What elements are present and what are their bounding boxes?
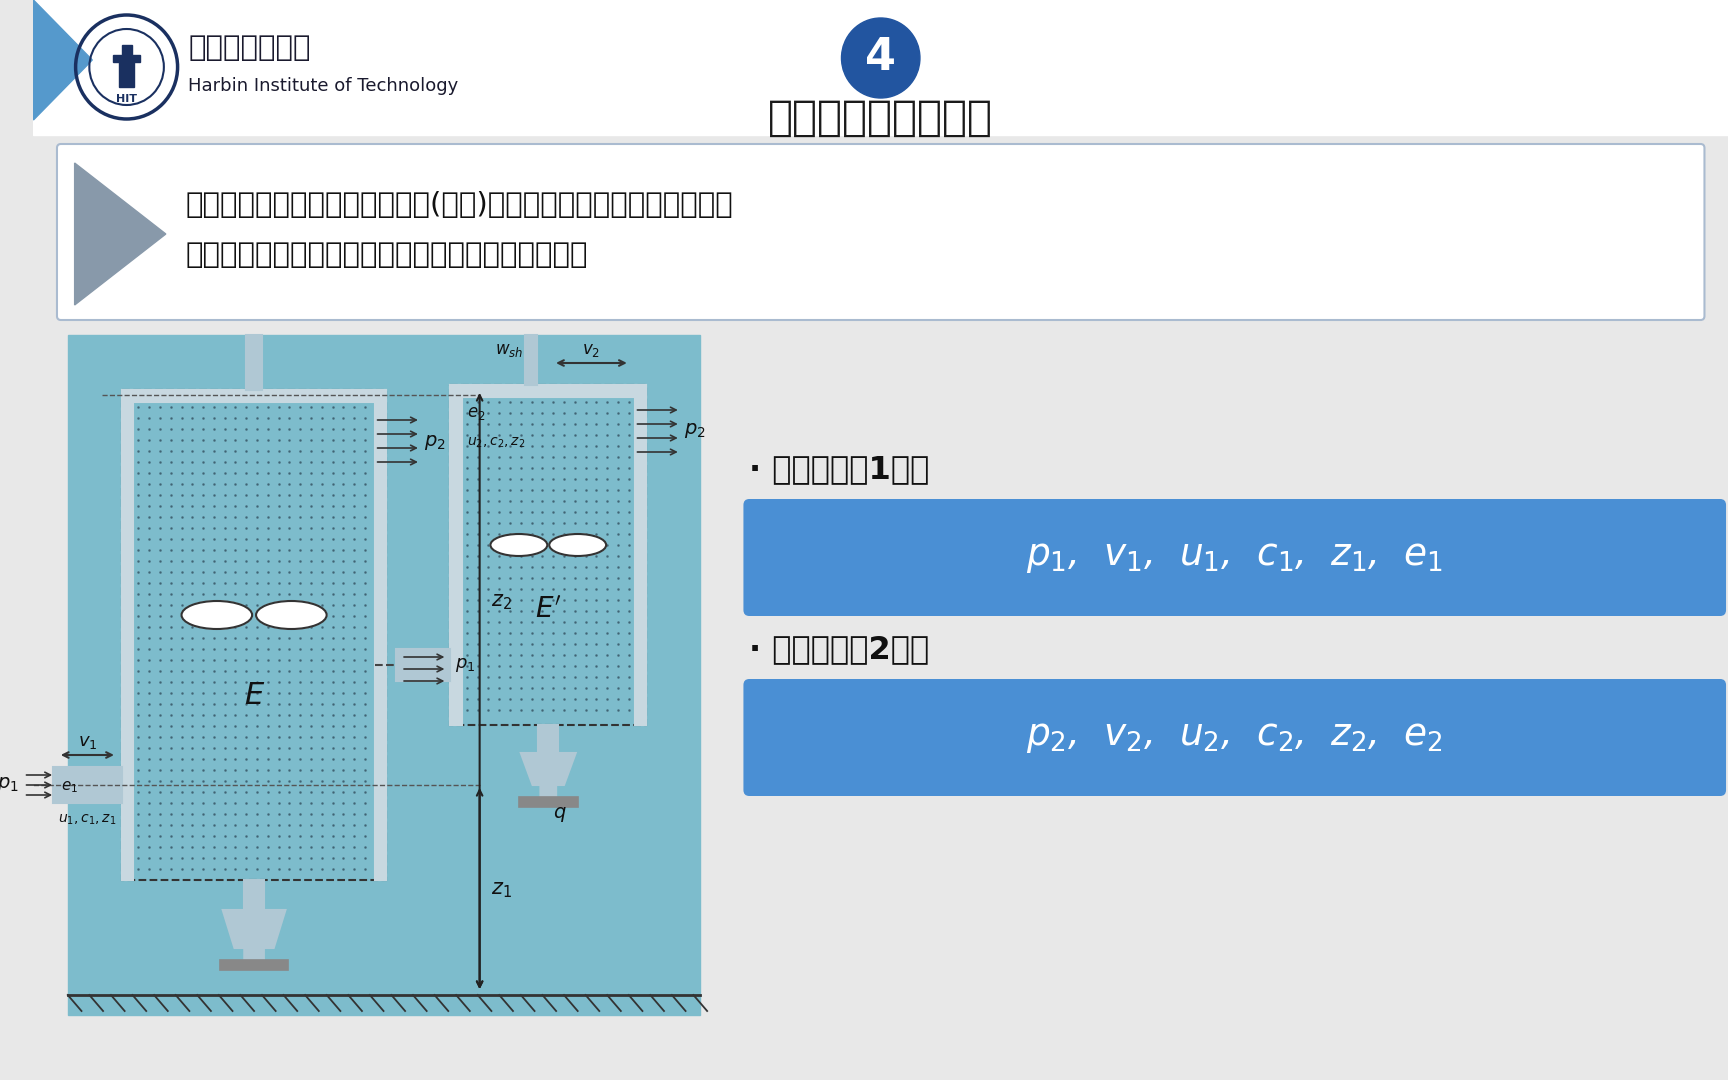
Text: $v_2$: $v_2$ — [582, 341, 600, 359]
Text: $u_1,c_1,z_1$: $u_1,c_1,z_1$ — [59, 813, 116, 827]
Text: $z_2$: $z_2$ — [491, 592, 511, 611]
Polygon shape — [74, 163, 166, 305]
Ellipse shape — [181, 600, 252, 629]
Text: $p_1$,  $v_1$,  $u_1$,  $c_1$,  $z_1$,  $e_1$: $p_1$, $v_1$, $u_1$, $c_1$, $z_1$, $e_1$ — [1026, 539, 1443, 575]
Bar — [121, 390, 387, 880]
Text: $e_1$: $e_1$ — [60, 779, 78, 795]
Text: Harbin Institute of Technology: Harbin Institute of Technology — [188, 77, 458, 95]
Bar — [247, 335, 263, 390]
Bar — [67, 335, 700, 1015]
Bar — [451, 384, 461, 725]
Ellipse shape — [550, 534, 607, 556]
Text: E: E — [244, 680, 264, 710]
Bar — [375, 390, 387, 880]
Bar — [518, 797, 577, 807]
Text: $w_{sh}$: $w_{sh}$ — [494, 341, 524, 359]
Bar — [396, 649, 451, 681]
Text: $p_1$: $p_1$ — [454, 656, 475, 674]
Bar — [33, 0, 1728, 135]
Polygon shape — [112, 45, 140, 87]
Text: 稳定流动的能量方程: 稳定流动的能量方程 — [769, 97, 994, 139]
FancyBboxPatch shape — [57, 144, 1704, 320]
Polygon shape — [520, 753, 575, 797]
Ellipse shape — [491, 534, 548, 556]
Polygon shape — [223, 910, 285, 960]
FancyBboxPatch shape — [743, 499, 1726, 616]
Text: $u_2,c_2,z_2$: $u_2,c_2,z_2$ — [467, 436, 525, 450]
Text: 进、出口截面上流体的各个参数均匀一致，依次为：: 进、出口截面上流体的各个参数均匀一致，依次为： — [185, 241, 588, 269]
Bar — [219, 960, 289, 970]
Text: 设有流体流过一复杂通道，虚线(界面)所包围的开口系研究对象，假定: 设有流体流过一复杂通道，虚线(界面)所包围的开口系研究对象，假定 — [185, 191, 733, 219]
Bar — [634, 384, 646, 725]
Bar — [121, 390, 387, 402]
Bar — [121, 390, 133, 880]
Text: HIT: HIT — [116, 94, 137, 104]
Bar — [54, 767, 121, 804]
Text: $p_2$: $p_2$ — [423, 432, 446, 451]
Text: $v_1$: $v_1$ — [78, 733, 97, 751]
Ellipse shape — [256, 600, 327, 629]
Text: $p_2$,  $v_2$,  $u_2$,  $c_2$,  $z_2$,  $e_2$: $p_2$, $v_2$, $u_2$, $c_2$, $z_2$, $e_2$ — [1026, 719, 1443, 755]
Text: · 进口截面（1）：: · 进口截面（1）： — [750, 455, 930, 486]
Bar — [244, 880, 264, 910]
Bar — [451, 384, 646, 397]
Text: · 出口截面（2）：: · 出口截面（2）： — [750, 634, 930, 665]
Text: $e_2$: $e_2$ — [467, 404, 486, 422]
Circle shape — [842, 18, 919, 98]
Text: 4: 4 — [866, 37, 897, 80]
Text: 哈尔滨工业大学: 哈尔滨工业大学 — [188, 33, 311, 62]
Bar — [539, 725, 558, 753]
Bar — [451, 384, 646, 725]
Text: $p_2$: $p_2$ — [684, 420, 705, 440]
FancyBboxPatch shape — [743, 679, 1726, 796]
Text: $z_1$: $z_1$ — [491, 880, 511, 900]
Bar — [525, 335, 536, 384]
Text: $E'$: $E'$ — [536, 596, 562, 624]
Text: $p_1$: $p_1$ — [0, 775, 19, 795]
Text: $q$: $q$ — [553, 805, 567, 824]
Polygon shape — [33, 0, 92, 120]
